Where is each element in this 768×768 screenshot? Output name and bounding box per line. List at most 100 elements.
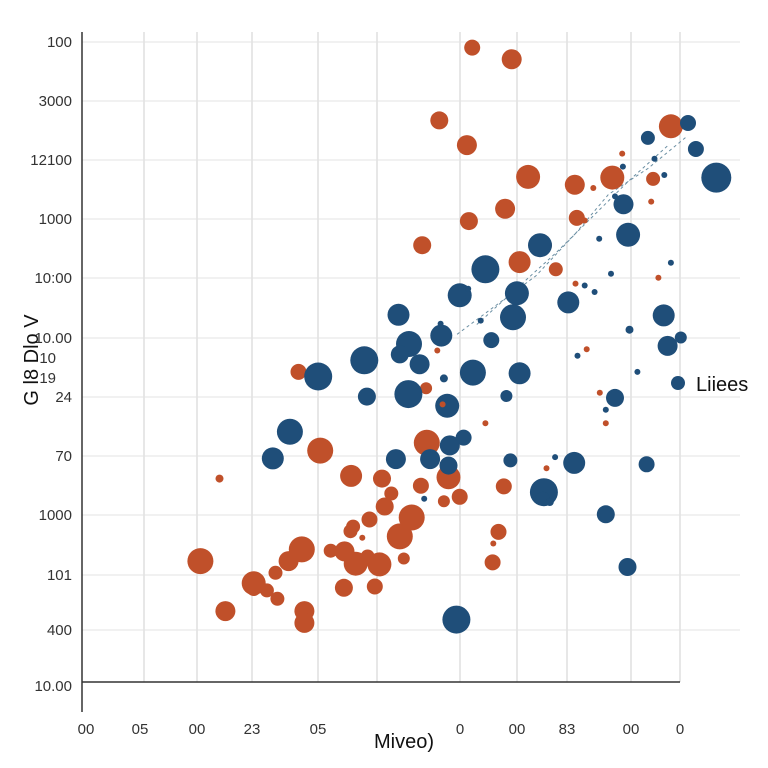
data-point bbox=[278, 551, 299, 572]
data-point bbox=[616, 222, 641, 247]
data-point bbox=[387, 303, 410, 326]
data-point bbox=[398, 504, 425, 531]
data-point bbox=[591, 289, 598, 295]
data-point bbox=[420, 449, 441, 470]
data-point bbox=[612, 193, 618, 200]
data-point bbox=[504, 281, 529, 306]
data-point bbox=[439, 435, 460, 456]
data-point bbox=[608, 270, 614, 277]
data-point bbox=[545, 498, 554, 506]
data-point bbox=[455, 429, 472, 446]
data-point bbox=[581, 217, 588, 224]
data-point bbox=[215, 474, 224, 483]
data-point bbox=[359, 534, 366, 541]
data-point bbox=[596, 389, 603, 396]
data-point bbox=[618, 558, 637, 576]
data-point bbox=[261, 447, 284, 470]
data-point bbox=[459, 359, 486, 386]
data-point bbox=[442, 605, 471, 634]
y-tick-label: 70 bbox=[55, 448, 72, 465]
x-tick-label: 0 bbox=[456, 721, 464, 738]
data-point bbox=[500, 390, 513, 402]
data-point bbox=[334, 578, 353, 597]
data-point bbox=[323, 543, 338, 558]
data-point bbox=[572, 280, 579, 287]
data-point bbox=[270, 591, 285, 606]
y-extra-label: 10 bbox=[39, 350, 56, 367]
data-point bbox=[385, 449, 406, 470]
data-point bbox=[606, 388, 624, 407]
data-point bbox=[503, 453, 518, 468]
data-point bbox=[343, 524, 358, 539]
y-tick-labels: 100 3000 12100 1000 10:00 10.00 24 70 1000 101 400… bbox=[30, 34, 72, 695]
data-point bbox=[437, 495, 450, 508]
data-point bbox=[564, 174, 585, 195]
data-point bbox=[437, 320, 444, 327]
data-point bbox=[430, 324, 453, 347]
data-point bbox=[661, 172, 668, 178]
x-tick-label: 23 bbox=[244, 721, 261, 738]
x-tick-label: 0 bbox=[676, 721, 684, 738]
data-point bbox=[456, 135, 477, 156]
y-tick-label: 10.00 bbox=[34, 678, 72, 695]
y-tick-label: 24 bbox=[55, 389, 72, 406]
data-point bbox=[367, 514, 374, 521]
data-point bbox=[508, 251, 531, 274]
data-point bbox=[366, 578, 383, 595]
y-tick-label: 12100 bbox=[30, 152, 72, 169]
data-point bbox=[581, 282, 588, 289]
data-point bbox=[397, 552, 410, 565]
data-point bbox=[619, 163, 626, 170]
data-points bbox=[187, 39, 732, 634]
data-point bbox=[215, 601, 236, 622]
data-point bbox=[590, 185, 597, 191]
data-point bbox=[552, 454, 559, 461]
y-tick-label: 10:00 bbox=[34, 270, 72, 287]
data-point bbox=[464, 39, 481, 56]
data-point bbox=[600, 165, 625, 190]
data-point bbox=[434, 347, 441, 354]
data-point bbox=[451, 488, 468, 505]
data-point bbox=[268, 565, 283, 580]
data-point bbox=[680, 115, 696, 131]
data-point bbox=[495, 198, 516, 219]
data-point bbox=[187, 548, 214, 575]
data-point bbox=[290, 363, 307, 380]
data-point bbox=[655, 274, 662, 281]
legend-marker bbox=[671, 376, 685, 390]
data-point bbox=[259, 583, 274, 598]
y-extra-label: 19 bbox=[39, 370, 56, 387]
data-point bbox=[367, 552, 392, 577]
y-tick-label: 100 bbox=[47, 34, 72, 51]
data-point bbox=[276, 418, 303, 445]
y-tick-label: 1000 bbox=[39, 211, 72, 228]
x-tick-label: 83 bbox=[559, 721, 576, 738]
data-point bbox=[394, 380, 423, 409]
data-point bbox=[439, 374, 448, 383]
data-point bbox=[384, 486, 399, 501]
y-tick-label: 10.00 bbox=[34, 330, 72, 347]
data-point bbox=[619, 150, 626, 157]
x-tick-labels: 00 05 00 23 05 0 00 83 00 0 bbox=[78, 721, 685, 738]
y-tick-label: 3000 bbox=[39, 93, 72, 110]
data-point bbox=[246, 582, 261, 596]
data-point bbox=[471, 255, 500, 284]
x-tick-label: 00 bbox=[78, 721, 95, 738]
data-point bbox=[674, 331, 687, 344]
y-tick-label: 101 bbox=[47, 567, 72, 584]
data-point bbox=[516, 164, 541, 189]
data-point bbox=[634, 368, 641, 375]
x-tick-label: 05 bbox=[132, 721, 149, 738]
data-point bbox=[357, 387, 376, 406]
grid-layer bbox=[82, 32, 740, 682]
data-point bbox=[651, 155, 658, 162]
data-point bbox=[640, 130, 655, 145]
data-point bbox=[658, 114, 683, 139]
data-point bbox=[430, 111, 449, 130]
data-point bbox=[386, 523, 413, 550]
data-point bbox=[596, 235, 603, 242]
data-point bbox=[465, 285, 472, 292]
data-point bbox=[701, 162, 732, 193]
x-tick-label: 05 bbox=[310, 721, 327, 738]
